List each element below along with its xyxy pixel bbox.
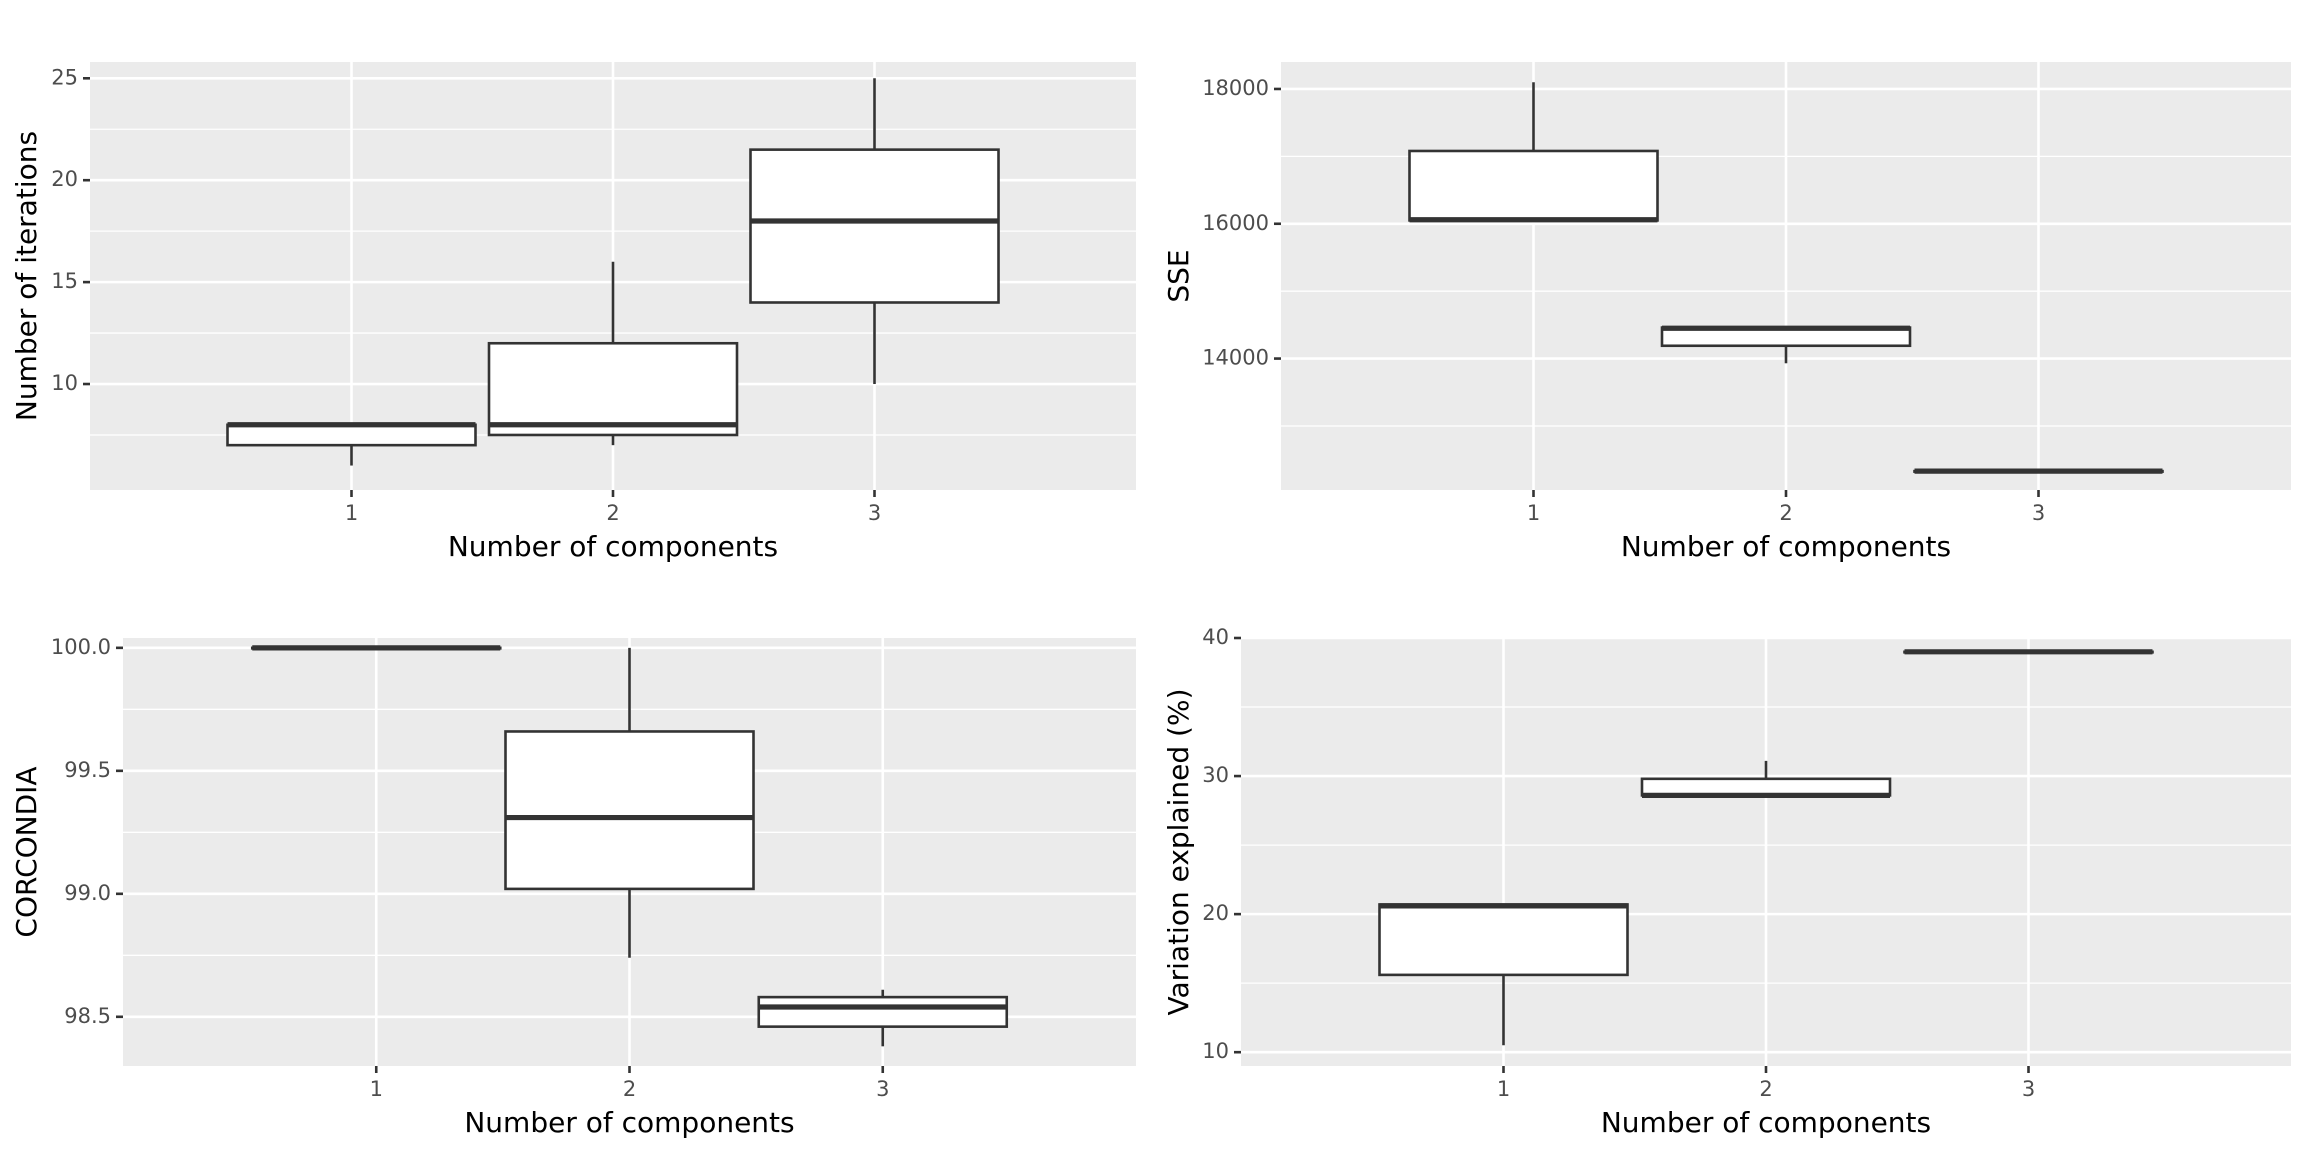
y-axis-title: CORCONDIA [10,766,43,937]
x-axis-title: Number of components [1601,1106,1931,1139]
y-axis-title: Variation explained (%) [1162,688,1195,1015]
y-tick-label: 99.0 [64,881,111,905]
y-tick-label: 10 [51,371,78,395]
box-2 [487,261,739,446]
y-tick-label: 20 [51,167,78,191]
x-tick-label: 3 [876,1077,889,1101]
plot-panel-1: 10 15 20 25 1 2 3 Number of components Number of… [10,62,1136,563]
box-1 [250,645,502,651]
y-tick-label: 30 [1202,763,1229,787]
y-tick-label: 18000 [1202,76,1269,100]
x-axis-title: Number of components [448,530,778,563]
box-1 [1378,903,1629,1046]
y-tick-label: 25 [51,65,78,89]
y-tick-label: 14000 [1202,346,1269,370]
x-tick-label: 1 [1527,501,1540,525]
interquartile-box [487,341,739,437]
box-2 [504,647,755,958]
box-3 [1913,468,2164,474]
interquartile-box [1378,903,1629,977]
interquartile-box [226,423,477,447]
y-tick-label: 99.5 [64,758,111,782]
box-3 [749,78,1000,385]
x-tick-label: 1 [1497,1077,1510,1101]
x-tick-label: 2 [1779,501,1792,525]
y-tick-label: 10 [1202,1039,1229,1063]
x-tick-label: 3 [868,501,881,525]
box-1 [1408,82,1659,223]
x-tick-label: 2 [606,501,619,525]
y-tick-label: 98.5 [64,1004,111,1028]
box-2 [1640,760,1892,798]
x-tick-label: 1 [370,1077,383,1101]
y-tick-label: 16000 [1202,211,1269,235]
interquartile-box [749,148,1000,304]
y-axis-title: Number of iterations [10,131,43,421]
box-2 [1660,325,1912,364]
x-axis-title: Number of components [1621,530,1951,563]
plot-panel-4: 10 20 30 40 1 2 3 Number of components Variation… [1162,625,2291,1139]
y-tick-label: 100.0 [51,635,111,659]
plot-panel-2: 14000 16000 18000 1 2 3 Number of components SS… [1162,62,2291,563]
interquartile-box [1408,149,1659,222]
box-3 [757,989,1009,1047]
interquartile-box [757,995,1009,1028]
x-tick-label: 2 [623,1077,636,1101]
x-tick-label: 3 [2022,1077,2035,1101]
box-1 [226,422,477,466]
box-3 [1903,649,2154,655]
y-tick-label: 15 [51,269,78,293]
plot-panel-3: 98.5 99.0 99.5 100.0 1 2 3 Number of components… [10,635,1136,1139]
x-tick-label: 2 [1759,1077,1772,1101]
y-tick-label: 40 [1202,625,1229,649]
x-tick-label: 3 [2032,501,2045,525]
interquartile-box [504,730,755,891]
x-axis-title: Number of components [464,1106,794,1139]
y-tick-label: 20 [1202,901,1229,925]
x-tick-label: 1 [345,501,358,525]
y-axis-title: SSE [1162,249,1195,302]
